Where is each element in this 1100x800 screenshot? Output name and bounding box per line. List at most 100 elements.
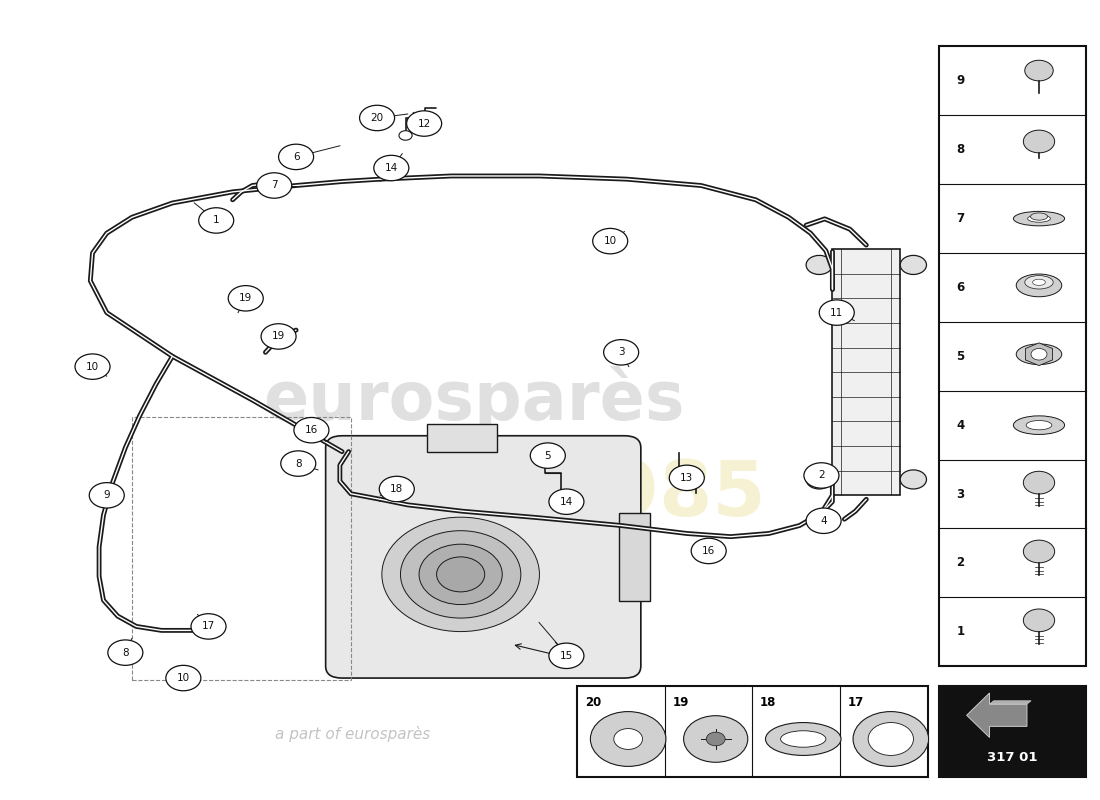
Text: eurosparès: eurosparès xyxy=(263,366,684,434)
Circle shape xyxy=(900,255,926,274)
Circle shape xyxy=(1023,471,1055,494)
Text: 18: 18 xyxy=(390,484,404,494)
Ellipse shape xyxy=(781,730,826,747)
Text: 3: 3 xyxy=(956,487,965,501)
Text: 19: 19 xyxy=(272,331,285,342)
Ellipse shape xyxy=(1033,279,1045,286)
Circle shape xyxy=(379,476,415,502)
Text: 17: 17 xyxy=(848,696,864,709)
Text: 18: 18 xyxy=(760,696,777,709)
Text: 6: 6 xyxy=(956,281,965,294)
Ellipse shape xyxy=(1031,213,1047,220)
Circle shape xyxy=(1023,130,1055,153)
Circle shape xyxy=(374,155,409,181)
Text: 20: 20 xyxy=(371,113,384,123)
Circle shape xyxy=(191,614,225,639)
Circle shape xyxy=(868,722,913,755)
Text: 7: 7 xyxy=(956,212,965,225)
Ellipse shape xyxy=(1027,215,1050,222)
Circle shape xyxy=(804,462,839,488)
Circle shape xyxy=(256,173,292,198)
Text: 2: 2 xyxy=(956,556,965,570)
Circle shape xyxy=(278,144,314,170)
Text: 8: 8 xyxy=(122,648,129,658)
Circle shape xyxy=(75,354,110,379)
Ellipse shape xyxy=(766,722,842,755)
Ellipse shape xyxy=(1013,416,1065,434)
Text: 4: 4 xyxy=(821,516,827,526)
Circle shape xyxy=(437,557,485,592)
Text: 15: 15 xyxy=(561,657,574,667)
Circle shape xyxy=(806,255,833,274)
FancyBboxPatch shape xyxy=(619,514,650,601)
FancyBboxPatch shape xyxy=(578,686,927,778)
Text: 16: 16 xyxy=(305,425,318,435)
Polygon shape xyxy=(967,693,1027,738)
Circle shape xyxy=(382,517,539,631)
Circle shape xyxy=(683,716,748,762)
Circle shape xyxy=(261,324,296,349)
Circle shape xyxy=(706,732,725,746)
Circle shape xyxy=(1023,540,1055,563)
Text: 7: 7 xyxy=(271,181,277,190)
FancyBboxPatch shape xyxy=(938,46,1087,666)
Circle shape xyxy=(419,544,503,605)
Text: 10: 10 xyxy=(177,673,190,683)
Text: 9: 9 xyxy=(103,490,110,500)
Circle shape xyxy=(854,711,928,766)
Text: 8: 8 xyxy=(295,458,301,469)
Circle shape xyxy=(108,640,143,666)
Circle shape xyxy=(549,489,584,514)
Circle shape xyxy=(89,482,124,508)
Ellipse shape xyxy=(1025,275,1053,289)
Circle shape xyxy=(549,643,584,669)
Text: 1: 1 xyxy=(956,626,965,638)
Text: 3: 3 xyxy=(618,347,625,358)
Circle shape xyxy=(166,666,201,690)
Text: 1985: 1985 xyxy=(553,458,766,532)
Polygon shape xyxy=(990,701,1031,704)
Text: 11: 11 xyxy=(830,308,844,318)
Text: 1: 1 xyxy=(213,215,220,226)
Circle shape xyxy=(591,711,666,766)
Circle shape xyxy=(400,530,520,618)
Text: 20: 20 xyxy=(585,696,602,709)
Circle shape xyxy=(614,729,642,750)
Circle shape xyxy=(228,286,263,311)
FancyBboxPatch shape xyxy=(427,424,497,452)
Text: 14: 14 xyxy=(385,163,398,173)
Circle shape xyxy=(280,451,316,476)
Circle shape xyxy=(669,465,704,490)
Ellipse shape xyxy=(1016,274,1062,297)
Circle shape xyxy=(1023,609,1055,632)
Text: 6: 6 xyxy=(293,152,299,162)
Circle shape xyxy=(900,470,926,489)
Text: 19: 19 xyxy=(239,294,252,303)
Text: 8: 8 xyxy=(956,143,965,156)
Circle shape xyxy=(604,340,639,365)
Text: 13: 13 xyxy=(680,473,693,483)
Ellipse shape xyxy=(1016,344,1062,365)
Ellipse shape xyxy=(1013,211,1065,226)
Text: 10: 10 xyxy=(604,236,617,246)
Text: 4: 4 xyxy=(956,418,965,432)
FancyBboxPatch shape xyxy=(938,686,1087,778)
Circle shape xyxy=(407,111,442,136)
Circle shape xyxy=(1031,349,1047,360)
Circle shape xyxy=(199,208,233,233)
Text: a part of eurosparès: a part of eurosparès xyxy=(275,726,430,742)
Circle shape xyxy=(399,130,412,140)
FancyBboxPatch shape xyxy=(833,249,900,495)
Ellipse shape xyxy=(1026,421,1052,430)
Polygon shape xyxy=(1025,343,1053,366)
Text: 317 01: 317 01 xyxy=(987,750,1037,764)
Circle shape xyxy=(820,300,855,326)
Text: 17: 17 xyxy=(202,622,216,631)
Text: 12: 12 xyxy=(418,118,431,129)
Text: 15: 15 xyxy=(560,651,573,661)
Text: 2: 2 xyxy=(818,470,825,481)
Text: 19: 19 xyxy=(672,696,689,709)
FancyBboxPatch shape xyxy=(326,436,641,678)
Circle shape xyxy=(1025,60,1053,81)
Circle shape xyxy=(530,443,565,468)
